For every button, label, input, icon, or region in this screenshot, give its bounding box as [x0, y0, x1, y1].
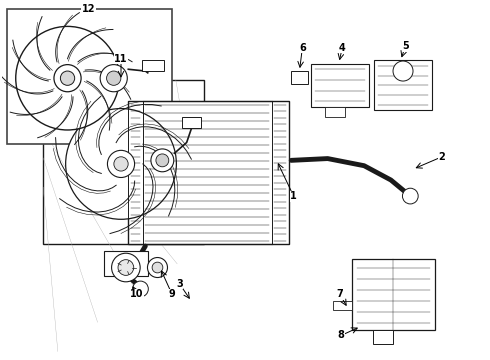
Circle shape: [133, 281, 148, 297]
Text: 12: 12: [82, 4, 95, 14]
Bar: [374, 60, 432, 111]
Text: 5: 5: [402, 41, 409, 51]
Bar: [272, 102, 289, 244]
Bar: [372, 330, 393, 344]
Bar: [182, 117, 201, 128]
Text: 11: 11: [114, 54, 128, 64]
Bar: [352, 258, 435, 330]
Text: 8: 8: [338, 330, 344, 341]
Bar: [43, 80, 204, 244]
Bar: [325, 107, 344, 117]
Text: 6: 6: [299, 43, 306, 53]
Text: 7: 7: [337, 289, 343, 299]
Circle shape: [54, 64, 81, 92]
Bar: [128, 102, 289, 244]
Bar: [128, 102, 143, 244]
Bar: [104, 251, 148, 276]
Circle shape: [107, 150, 135, 177]
Circle shape: [114, 157, 128, 171]
Bar: [333, 301, 352, 310]
Circle shape: [66, 109, 176, 219]
Circle shape: [151, 149, 174, 172]
Circle shape: [393, 61, 413, 81]
Circle shape: [402, 188, 418, 204]
Circle shape: [152, 262, 163, 273]
Circle shape: [16, 26, 120, 130]
Circle shape: [100, 64, 127, 92]
Bar: [311, 64, 369, 107]
Text: 9: 9: [169, 289, 175, 299]
Text: 3: 3: [176, 279, 183, 289]
Text: 1: 1: [290, 191, 297, 201]
Circle shape: [118, 260, 134, 275]
Circle shape: [156, 154, 169, 167]
Circle shape: [60, 71, 74, 85]
Text: 4: 4: [339, 43, 345, 53]
Circle shape: [107, 71, 121, 85]
Circle shape: [147, 257, 168, 278]
Text: 10: 10: [130, 289, 144, 299]
Circle shape: [112, 253, 140, 282]
Text: 2: 2: [439, 152, 445, 162]
Bar: [142, 60, 164, 71]
Bar: [291, 71, 308, 84]
Bar: [7, 9, 172, 144]
